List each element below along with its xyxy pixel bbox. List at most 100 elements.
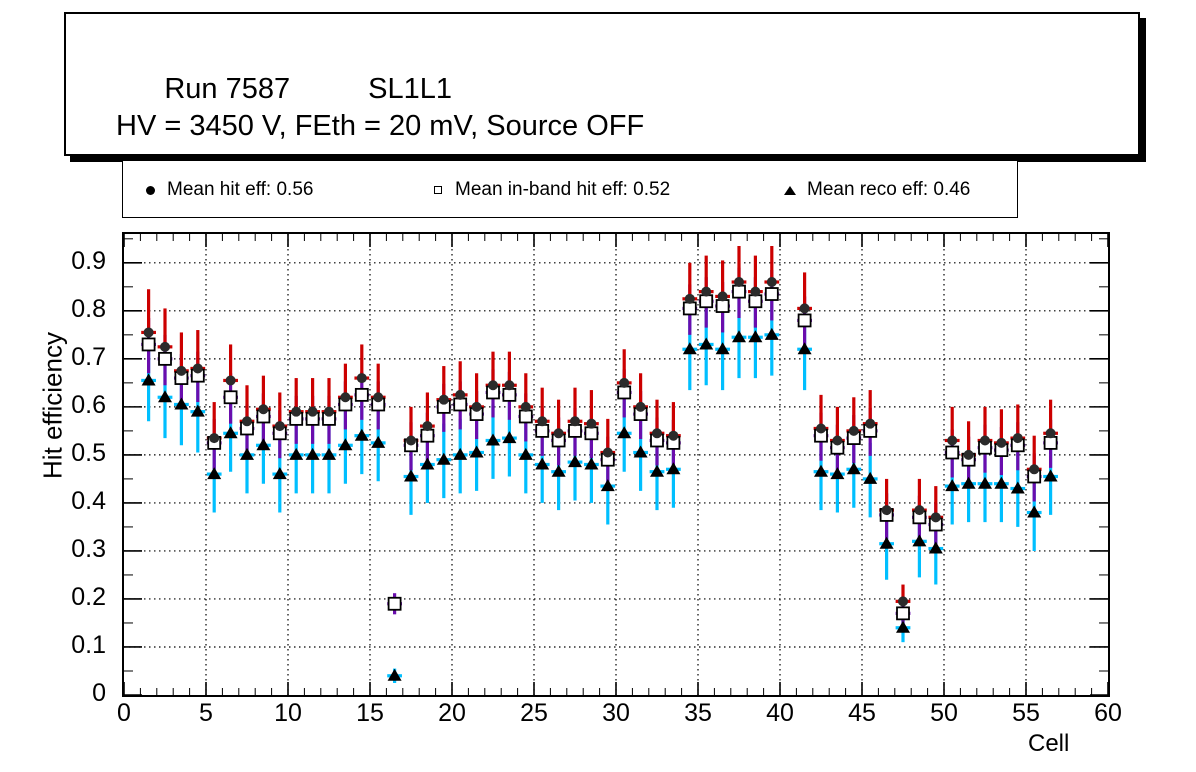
marker-filled-circle xyxy=(1029,464,1040,475)
x-tick-label: 40 xyxy=(766,699,794,727)
marker-filled-triangle xyxy=(305,447,320,460)
marker-open-square xyxy=(896,606,910,621)
marker-filled-triangle xyxy=(682,342,697,355)
x-tick-label: 60 xyxy=(1094,699,1122,727)
marker-open-square xyxy=(141,337,156,352)
marker-filled-circle xyxy=(488,380,498,391)
marker-filled-triangle xyxy=(518,447,533,460)
marker-filled-triangle xyxy=(928,541,943,554)
marker-open-square xyxy=(748,294,763,309)
plot-frame xyxy=(122,232,1110,697)
y-tick-label: 0.7 xyxy=(71,342,106,371)
marker-open-square xyxy=(699,294,714,309)
marker-filled-circle xyxy=(963,449,974,460)
marker-filled-triangle xyxy=(584,457,599,470)
marker-filled-circle xyxy=(242,416,252,427)
marker-open-square xyxy=(1043,435,1058,450)
marker-filled-circle xyxy=(898,596,908,607)
x-tick-label: 50 xyxy=(930,699,958,727)
marker-filled-triangle xyxy=(764,327,779,340)
axis-ticks xyxy=(124,234,1108,695)
run-label: Run 7587 xyxy=(164,73,291,105)
marker-filled-triangle xyxy=(1010,481,1025,494)
marker-filled-triangle xyxy=(879,536,894,549)
marker-open-square xyxy=(535,423,550,438)
marker-filled-triangle xyxy=(896,620,910,633)
marker-filled-triangle xyxy=(420,457,435,470)
series-markers-0 xyxy=(143,277,1056,607)
legend-entry-0[interactable]: Mean hit eff: 0.56 xyxy=(133,161,313,219)
marker-open-square xyxy=(223,390,238,405)
marker-filled-triangle xyxy=(256,438,271,451)
y-tick-label: 0.5 xyxy=(71,438,106,467)
y-tick-label: 0 xyxy=(92,679,106,707)
marker-filled-circle xyxy=(356,373,367,384)
series-markers-1 xyxy=(141,284,1058,621)
marker-filled-triangle xyxy=(502,431,517,444)
marker-filled-circle xyxy=(750,286,761,297)
marker-filled-triangle xyxy=(912,534,927,547)
y-tick-label: 0.3 xyxy=(71,534,106,563)
marker-filled-circle xyxy=(865,418,876,429)
y-tick-label: 0.9 xyxy=(71,246,106,275)
marker-open-square xyxy=(797,313,812,328)
marker-open-square xyxy=(354,387,369,402)
marker-filled-triangle xyxy=(994,476,1009,489)
legend-entry-1[interactable]: Mean in-band hit eff: 0.52 xyxy=(421,161,670,219)
legend-entry-2[interactable]: Mean reco eff: 0.46 xyxy=(773,161,970,219)
x-tick-label: 45 xyxy=(848,699,876,727)
marker-filled-triangle xyxy=(666,462,681,475)
plot-canvas xyxy=(124,234,1108,695)
marker-filled-circle xyxy=(143,327,154,338)
x-tick-label: 20 xyxy=(438,699,466,727)
marker-open-square xyxy=(453,397,468,412)
marker-filled-circle xyxy=(602,447,613,458)
marker-filled-circle xyxy=(832,435,843,446)
marker-filled-circle xyxy=(635,401,646,412)
marker-filled-triangle xyxy=(699,337,714,350)
legend-label: Mean in-band hit eff: 0.52 xyxy=(455,179,671,200)
x-tick-label: 55 xyxy=(1012,699,1040,727)
marker-filled-circle xyxy=(520,401,531,412)
marker-filled-circle xyxy=(816,423,826,434)
legend-box: Mean hit eff: 0.56 Mean in-band hit eff: … xyxy=(122,160,1018,218)
marker-filled-triangle xyxy=(961,476,976,489)
title-line-run: Run 7587 SL1L1 xyxy=(116,40,452,139)
filled-triangle-icon xyxy=(773,185,807,195)
marker-open-square xyxy=(518,409,533,424)
marker-filled-triangle xyxy=(978,476,992,489)
marker-filled-circle xyxy=(537,416,548,427)
conditions-label: HV = 3450 V, FEth = 20 mV, Source OFF xyxy=(116,110,645,142)
marker-filled-circle xyxy=(455,389,466,400)
marker-filled-triangle xyxy=(568,455,582,468)
marker-filled-triangle xyxy=(322,447,336,460)
marker-filled-triangle xyxy=(748,330,763,343)
marker-open-square xyxy=(420,428,435,443)
filled-circle-icon xyxy=(133,185,167,195)
marker-filled-triangle xyxy=(436,452,451,465)
x-tick-label: 35 xyxy=(684,699,712,727)
marker-open-square xyxy=(732,284,746,299)
marker-filled-circle xyxy=(209,433,220,444)
marker-filled-circle xyxy=(274,421,285,432)
marker-filled-circle xyxy=(619,377,630,388)
marker-filled-circle xyxy=(1012,433,1023,444)
marker-filled-circle xyxy=(652,428,662,439)
y-tick-label: 0.6 xyxy=(71,390,106,419)
marker-filled-triangle xyxy=(404,469,418,482)
marker-filled-circle xyxy=(504,380,515,391)
marker-open-square xyxy=(682,301,697,316)
marker-filled-circle xyxy=(176,365,187,376)
y-tick-label: 0.8 xyxy=(71,294,106,323)
marker-filled-circle xyxy=(586,418,597,429)
marker-filled-triangle xyxy=(354,428,369,441)
series-markers-2 xyxy=(141,327,1058,681)
marker-filled-circle xyxy=(996,437,1007,448)
x-tick-label: 25 xyxy=(520,699,548,727)
marker-filled-triangle xyxy=(1027,505,1042,518)
marker-filled-triangle xyxy=(223,426,238,439)
marker-open-square xyxy=(617,385,632,400)
x-tick-label: 0 xyxy=(117,699,131,727)
y-tick-label: 0.2 xyxy=(71,582,106,611)
marker-filled-circle xyxy=(848,425,859,436)
